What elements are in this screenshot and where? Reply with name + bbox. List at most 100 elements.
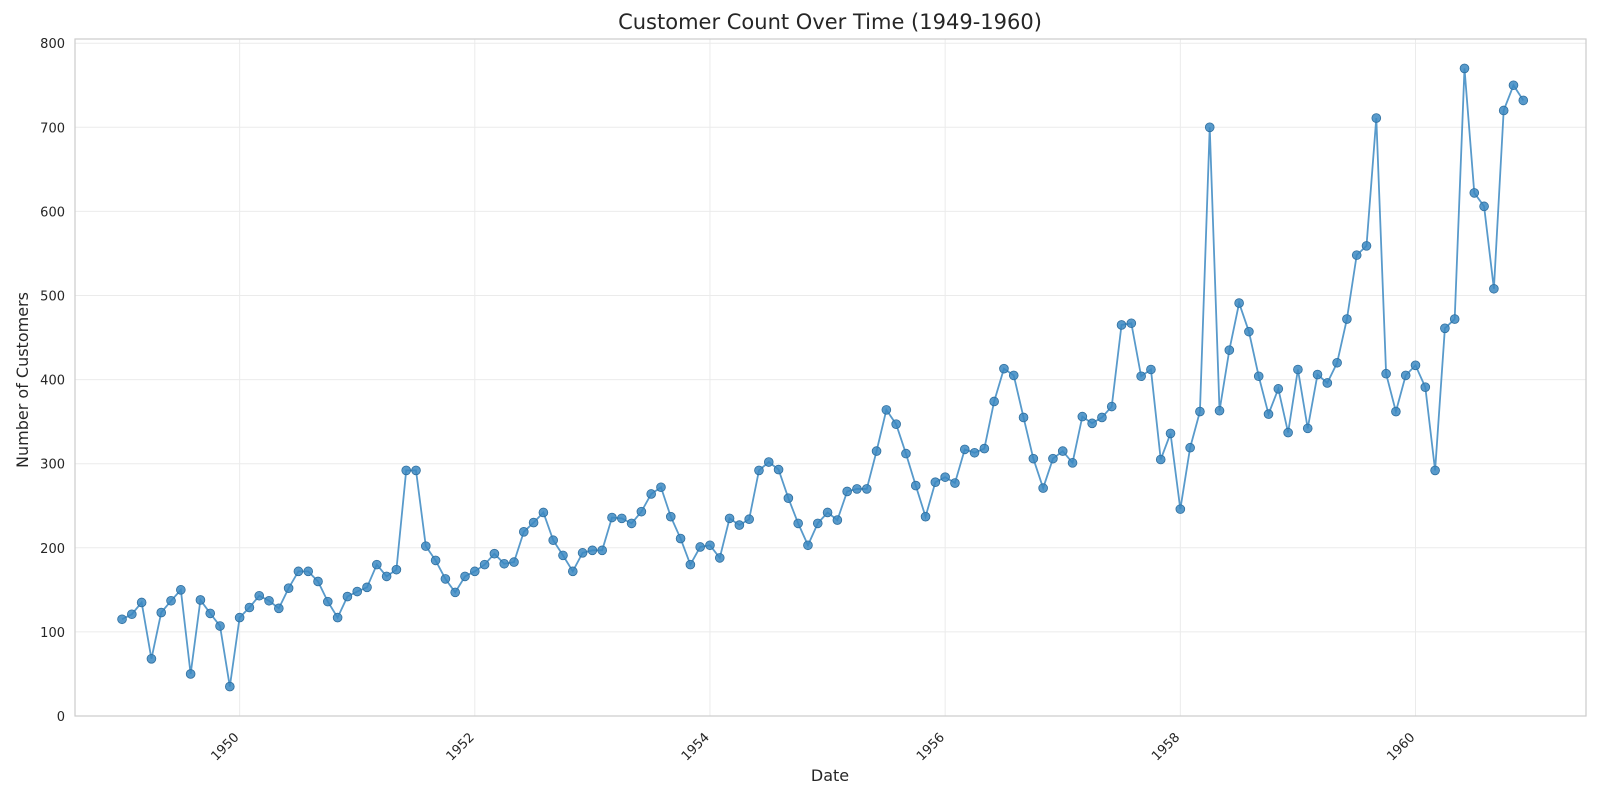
data-point [587,545,598,556]
data-point [421,541,431,551]
data-point [430,555,441,566]
data-point [1430,465,1440,476]
data-point [1273,384,1284,394]
data-point [969,447,980,458]
data-point [1048,453,1058,464]
data-point [440,574,451,584]
data-point [607,512,617,523]
data-point [274,603,284,614]
data-point [675,533,686,544]
x-tick-label: 1952 [444,730,478,764]
data-point [548,535,558,546]
data-point [1312,369,1323,380]
x-tick-label: 1958 [1149,730,1183,764]
data-point [1302,423,1313,434]
data-point [362,582,372,593]
data-point [636,506,647,517]
grid-lines [75,39,1586,717]
y-axis-label: Number of Customers [13,292,32,468]
data-point [1420,382,1431,392]
data-point [901,448,911,459]
data-point [283,583,294,593]
data-point [734,520,745,530]
data-point [812,518,823,529]
data-point [244,602,255,613]
data-point [744,514,754,525]
data-point [372,559,382,570]
data-point [646,489,656,499]
data-point [1489,283,1499,294]
data-point [950,478,960,488]
data-point [264,595,274,606]
data-point [1391,406,1401,417]
data-point [1400,370,1411,381]
data-point [1204,122,1215,133]
data-point [1175,504,1186,514]
data-point [1126,318,1137,329]
data-point [1244,326,1254,337]
data-point [156,607,167,618]
data-point [1155,454,1166,465]
y-axis-ticks: 0 100 200 300 400 500 600 700 800 [40,37,65,725]
y-tick-label: 500 [40,290,65,305]
data-point [460,571,470,582]
chart-title: Customer Count Over Time (1949-1960) [618,10,1042,34]
x-tick-label: 1960 [1384,730,1418,764]
y-tick-label: 200 [40,542,65,557]
data-point [509,557,519,567]
data-point [910,480,921,491]
data-point [117,614,127,625]
data-point [254,590,265,601]
data-point [656,482,666,493]
data-point [303,566,314,577]
data-point [959,444,970,455]
data-point [1361,241,1372,251]
data-point [558,550,568,561]
data-point [1469,188,1480,198]
data-point [528,517,539,528]
x-tick-label: 1950 [208,730,242,764]
data-point [822,507,833,518]
data-point [920,511,931,522]
y-tick-label: 100 [40,626,65,641]
data-point [195,595,206,605]
data-point [146,654,157,664]
data-point [1028,453,1039,464]
data-point [803,540,813,551]
data-point [773,464,784,475]
data-point [1214,405,1225,416]
data-point [871,446,882,456]
data-point [1087,418,1097,429]
data-point [1234,298,1244,308]
y-tick-label: 0 [57,710,65,725]
data-point [832,515,843,525]
data-point [332,612,343,623]
y-tick-label: 800 [40,37,65,52]
data-point [1038,483,1048,493]
plot-area-frame [74,38,1587,717]
data-point [695,542,705,552]
y-tick-label: 700 [40,121,65,136]
data-point [342,591,353,602]
data-point [577,548,588,558]
data-point [1253,371,1264,382]
data-point [1283,427,1293,438]
data-point [411,465,421,476]
data-point [1136,371,1146,382]
data-point [1479,201,1489,212]
data-point [313,576,323,587]
data-point [1185,442,1195,453]
data-point [597,545,607,556]
data-point [1332,357,1342,368]
data-point [979,443,990,454]
data-point [763,457,774,467]
data-point [1008,370,1019,381]
data-point [205,608,216,619]
data-point [176,585,186,595]
data-point [489,548,500,559]
data-point [469,566,480,577]
data-point [127,609,137,620]
data-point [1498,105,1509,116]
y-tick-label: 400 [40,374,65,389]
data-point [793,518,803,529]
